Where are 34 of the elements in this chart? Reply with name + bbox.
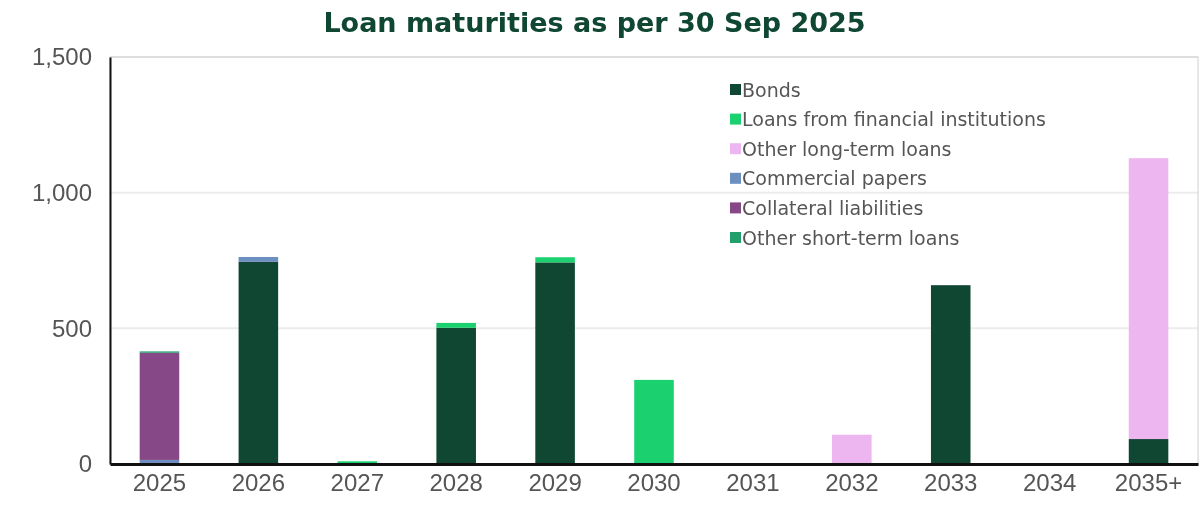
bar <box>238 261 279 464</box>
x-tick-label: 2025 <box>132 469 187 497</box>
legend-label: Loans from financial institutions <box>742 108 1046 131</box>
chart-title: Loan maturities as per 30 Sep 2025 <box>323 7 866 38</box>
bar <box>634 379 674 464</box>
x-tick-label: 2031 <box>726 469 780 497</box>
bar <box>139 352 180 460</box>
bar <box>238 256 279 262</box>
x-tick-label: 2026 <box>231 469 286 497</box>
bar <box>1128 158 1169 440</box>
bar <box>436 327 476 464</box>
x-tick-label: 2029 <box>528 469 582 497</box>
x-tick-label: 2027 <box>330 469 384 497</box>
bar <box>535 257 575 263</box>
bar <box>1128 439 1169 464</box>
x-tick-label: 2033 <box>924 469 978 497</box>
x-tick-label: 2032 <box>825 469 879 497</box>
bar <box>436 322 476 328</box>
y-tick-label: 0 <box>78 450 92 478</box>
y-tick-label: 1,000 <box>31 178 92 206</box>
legend-label: Commercial papers <box>742 167 927 190</box>
legend-label: Other short-term loans <box>742 226 960 249</box>
bar <box>832 434 872 464</box>
legend-label: Other long-term loans <box>742 137 952 160</box>
x-tick-label: 2028 <box>429 469 483 497</box>
y-tick-label: 1,500 <box>31 43 92 71</box>
x-tick-label: 2034 <box>1022 469 1077 497</box>
legend-label: Collateral liabilities <box>742 197 924 220</box>
x-tick-label: 2030 <box>627 469 681 497</box>
bar <box>930 285 971 464</box>
legend-label: Bonds <box>742 78 801 101</box>
x-tick-label: 2035+ <box>1114 469 1183 497</box>
bar <box>535 262 575 464</box>
y-tick-label: 500 <box>51 314 92 342</box>
